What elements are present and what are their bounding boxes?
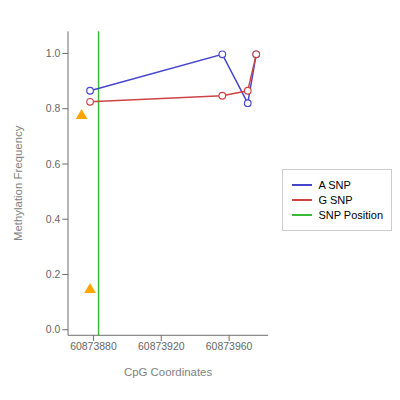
svg-text:0.2: 0.2 (46, 269, 61, 280)
svg-text:60873920: 60873920 (138, 341, 185, 352)
html-text:G SNP: G SNP (318, 194, 353, 206)
svg-text:0.8: 0.8 (46, 103, 61, 114)
svg-text:0.4: 0.4 (46, 214, 61, 225)
svg-text:Methylation Frequency: Methylation Frequency (12, 125, 24, 241)
svg-text:1.0: 1.0 (46, 48, 61, 59)
svg-text:0.6: 0.6 (46, 159, 61, 170)
html-text:SNP Position: SNP Position (318, 209, 383, 221)
html-text:A SNP: A SNP (318, 179, 351, 191)
svg-text:60873880: 60873880 (70, 341, 117, 352)
svg-text:60873960: 60873960 (206, 341, 253, 352)
svg-text:CpG Coordinates: CpG Coordinates (124, 366, 213, 378)
svg-text:0.0: 0.0 (46, 324, 61, 335)
